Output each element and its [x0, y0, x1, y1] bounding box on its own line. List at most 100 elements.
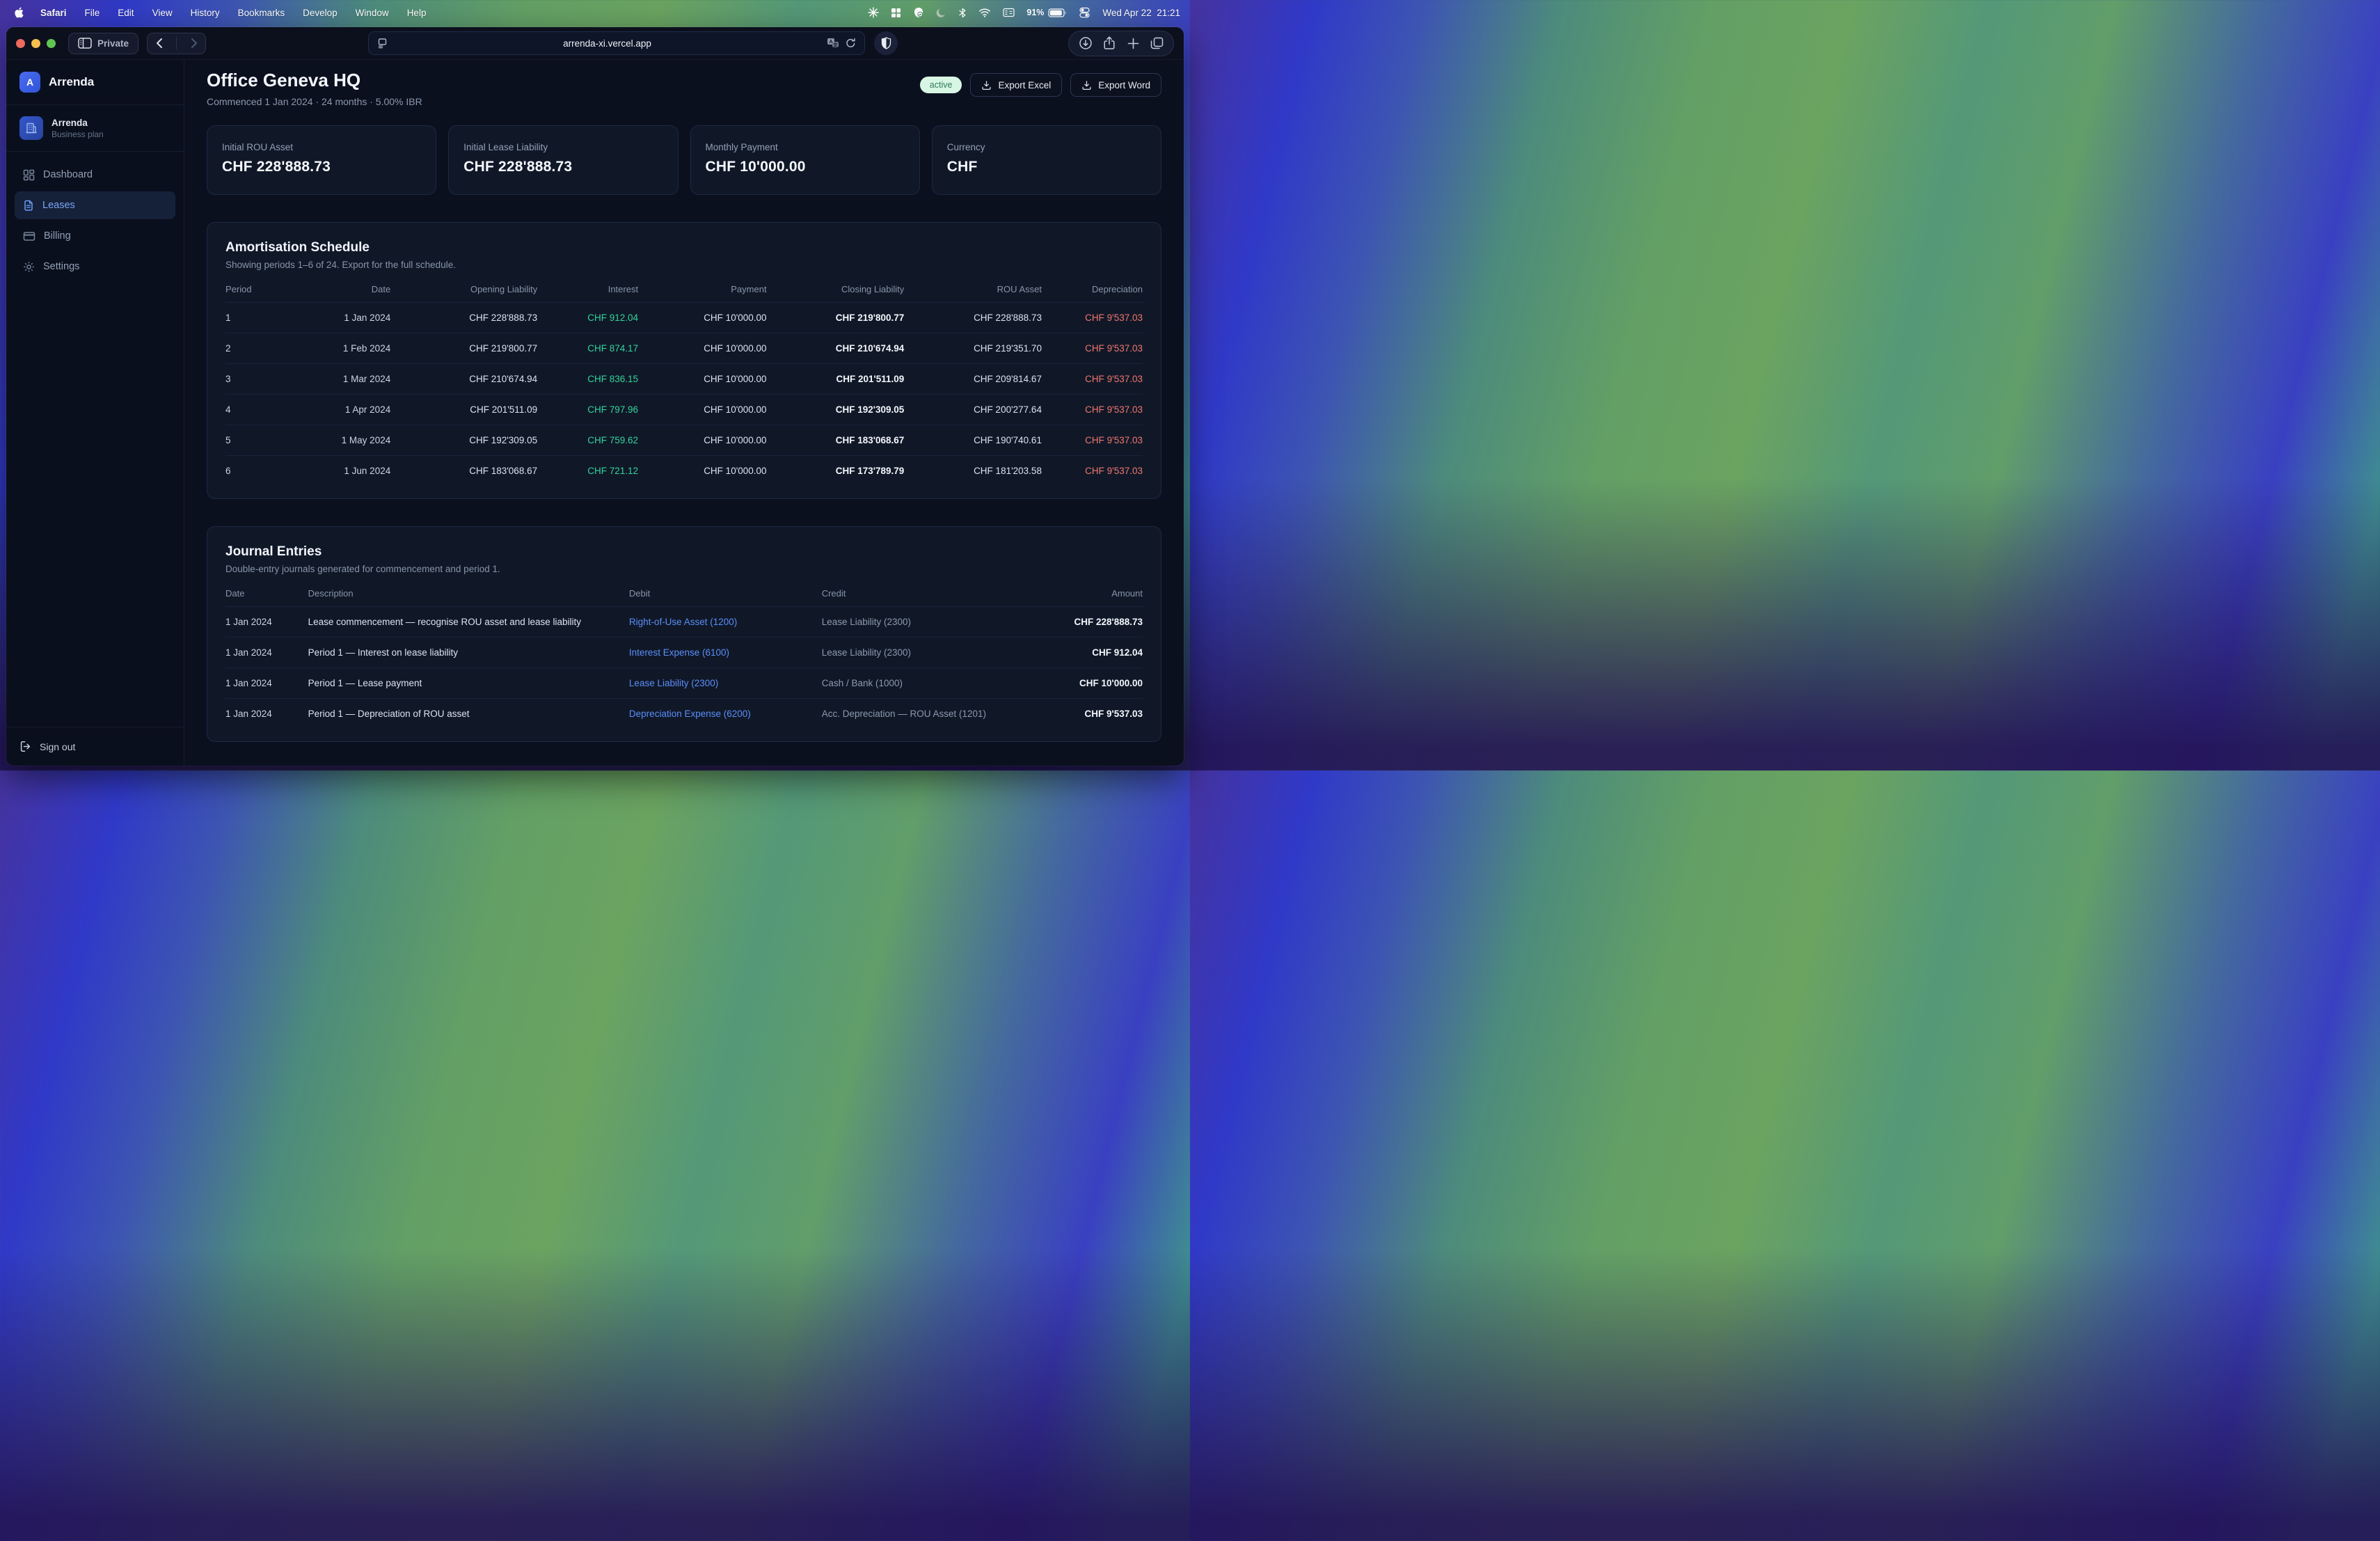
window-tiles-status-icon[interactable]	[891, 8, 901, 18]
cell-description: Lease commencement — recognise ROU asset…	[308, 617, 582, 627]
cell-opening: CHF 192'309.05	[469, 435, 538, 445]
cell-interest: CHF 721.12	[587, 466, 639, 476]
menubar-clock[interactable]: Wed Apr 22 21:21	[1102, 7, 1180, 18]
col-opening-liability: Opening Liability	[470, 284, 538, 294]
brand-name: Arrenda	[49, 75, 95, 88]
cell-closing: CHF 183'068.67	[835, 435, 905, 445]
downloads-icon[interactable]	[1074, 31, 1097, 55]
page-subtitle: Commenced 1 Jan 2024 · 24 months · 5.00%…	[207, 96, 422, 107]
document-icon	[23, 200, 34, 212]
privacy-report-shield-icon[interactable]	[874, 31, 898, 55]
logout-icon	[19, 741, 31, 752]
cell-opening: CHF 228'888.73	[469, 313, 538, 323]
sidebar-item-label: Dashboard	[43, 169, 93, 180]
cell-rou: CHF 200'277.64	[974, 404, 1042, 415]
page-format-icon[interactable]	[377, 38, 388, 49]
stat-card-currency: Currency CHF	[931, 125, 1161, 195]
stat-value: CHF 228'888.73	[222, 159, 331, 175]
stat-card-monthly-payment: Monthly Payment CHF 10'000.00	[690, 125, 920, 195]
table-row: 1 Jan 2024 Period 1 — Lease payment Leas…	[225, 667, 1143, 699]
moon-status-icon[interactable]	[936, 8, 946, 18]
cell-description: Period 1 — Depreciation of ROU asset	[308, 709, 470, 719]
cell-opening: CHF 183'068.67	[469, 466, 538, 476]
tab-overview-icon[interactable]	[1145, 31, 1168, 55]
sidebar-item-label: Billing	[44, 230, 71, 242]
zoom-window-button[interactable]	[47, 38, 56, 48]
cell-closing: CHF 219'800.77	[835, 313, 905, 323]
menu-file[interactable]: File	[84, 7, 100, 18]
menu-view[interactable]: View	[152, 7, 173, 18]
cell-amount: CHF 10'000.00	[1079, 678, 1143, 688]
cell-date: 1 Mar 2024	[342, 374, 391, 384]
stat-label: Initial ROU Asset	[222, 142, 294, 152]
control-center-icon[interactable]	[1079, 7, 1090, 18]
debit-account-link[interactable]: Lease Liability (2300)	[628, 678, 719, 688]
private-label: Private	[97, 38, 129, 49]
battery-status[interactable]: 91%	[1026, 8, 1067, 17]
wifi-status-icon[interactable]	[978, 8, 991, 17]
url-text[interactable]: arrenda-xi.vercel.app	[563, 38, 651, 49]
reload-icon[interactable]	[846, 38, 856, 49]
shield-check-status-icon[interactable]	[913, 7, 924, 18]
menu-safari[interactable]: Safari	[40, 7, 67, 18]
org-plan: Business plan	[51, 129, 104, 139]
org-row[interactable]: Arrenda Business plan	[6, 105, 184, 152]
apple-icon[interactable]	[10, 6, 29, 19]
close-window-button[interactable]	[16, 38, 25, 48]
menu-edit[interactable]: Edit	[118, 7, 134, 18]
sidebar-item-billing[interactable]: Billing	[15, 222, 175, 250]
gear-icon	[23, 261, 35, 273]
col-amount: Amount	[1111, 588, 1143, 599]
cell-date: 1 Jan 2024	[344, 313, 391, 323]
menu-window[interactable]: Window	[355, 7, 389, 18]
cell-closing: CHF 173'789.79	[835, 466, 905, 476]
private-browsing-chip[interactable]: Private	[68, 32, 139, 54]
cell-interest: CHF 797.96	[587, 404, 639, 415]
cell-date: 1 Jan 2024	[225, 617, 272, 627]
table-row: 1 Jan 2024 Period 1 — Interest on lease …	[225, 637, 1143, 668]
keyboard-status-icon[interactable]	[1003, 8, 1015, 17]
new-tab-icon[interactable]	[1121, 31, 1145, 55]
debit-account-link[interactable]: Interest Expense (6100)	[628, 647, 730, 658]
cell-opening: CHF 210'674.94	[469, 374, 538, 384]
stat-cards: Initial ROU Asset CHF 228'888.73 Initial…	[207, 125, 1161, 195]
cell-date: 1 Apr 2024	[344, 404, 391, 415]
sidebar-item-leases[interactable]: Leases	[15, 191, 175, 219]
cell-period: 4	[225, 404, 231, 415]
table-row: 1 Jan 2024 Period 1 — Depreciation of RO…	[225, 698, 1143, 729]
back-button[interactable]	[148, 33, 170, 54]
menu-bookmarks[interactable]: Bookmarks	[237, 7, 285, 18]
sign-out-button[interactable]: Sign out	[6, 727, 184, 766]
export-excel-button[interactable]: Export Excel	[970, 73, 1063, 97]
export-word-button[interactable]: Export Word	[1070, 73, 1161, 97]
share-icon[interactable]	[1097, 31, 1121, 55]
bluetooth-status-icon[interactable]	[958, 8, 967, 18]
sidebar-item-settings[interactable]: Settings	[15, 253, 175, 280]
forward-button[interactable]	[182, 33, 205, 54]
debit-account-link[interactable]: Right-of-Use Asset (1200)	[628, 617, 738, 627]
traffic-lights	[16, 38, 56, 48]
sparkle-status-icon[interactable]	[868, 7, 880, 18]
minimize-window-button[interactable]	[31, 38, 40, 48]
svg-text:A: A	[829, 40, 832, 45]
cell-payment: CHF 10'000.00	[704, 374, 767, 384]
menu-develop[interactable]: Develop	[303, 7, 338, 18]
sidebar-item-dashboard[interactable]: Dashboard	[15, 161, 175, 189]
dashboard-icon	[23, 169, 35, 181]
cell-depreciation: CHF 9'537.03	[1085, 313, 1143, 323]
cell-payment: CHF 10'000.00	[704, 435, 767, 445]
stat-value: CHF 10'000.00	[705, 159, 806, 175]
cell-payment: CHF 10'000.00	[704, 343, 767, 354]
menu-history[interactable]: History	[190, 7, 220, 18]
debit-account-link[interactable]: Depreciation Expense (6200)	[628, 709, 751, 719]
menu-help[interactable]: Help	[406, 7, 427, 18]
export-excel-label: Export Excel	[998, 79, 1052, 90]
org-name: Arrenda	[51, 117, 88, 128]
cell-date: 1 Jan 2024	[225, 678, 272, 688]
stat-value: CHF 228'888.73	[463, 159, 573, 175]
cell-amount: CHF 228'888.73	[1074, 617, 1143, 627]
col-interest: Interest	[608, 284, 639, 294]
